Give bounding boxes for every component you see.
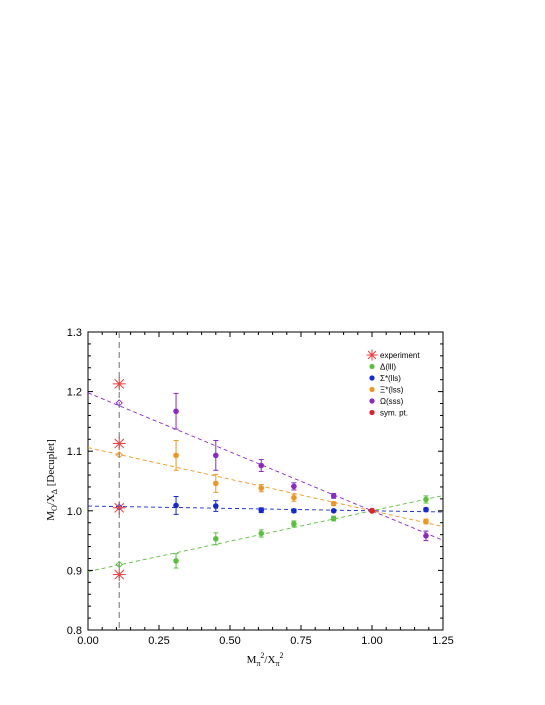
extrapolated-point-omega [115, 399, 123, 407]
legend-label-sym: sym. pt. [380, 409, 408, 418]
legend-label-sigma: Σ*(lls) [380, 374, 401, 383]
legend-marker-omega [369, 398, 375, 404]
experiment-marker [112, 501, 126, 515]
y-tick-label: 1.0 [67, 506, 82, 518]
sym-point [369, 507, 375, 514]
data-point-xi [330, 500, 337, 507]
x-tick-label: 1.25 [432, 635, 453, 647]
fit-line-omega [87, 392, 444, 541]
experiment-marker [112, 377, 126, 391]
data-point-sigma [291, 508, 297, 514]
data-point-delta [258, 530, 265, 537]
y-tick-label: 0.8 [67, 625, 82, 637]
y-tick-label: 0.9 [67, 565, 82, 577]
data-point-sigma [330, 508, 337, 514]
data-point-sigma [213, 503, 219, 509]
data-point-delta [423, 496, 429, 503]
data-point-xi [213, 480, 219, 487]
legend-label-delta: Δ(lll) [380, 363, 396, 372]
x-tick-label: 0.50 [219, 635, 240, 647]
data-point-delta [213, 536, 219, 542]
x-axis-label: Mπ2/Xπ2 [247, 651, 284, 668]
y-axis-label: MO/XΔ [Decuplet] [45, 439, 59, 521]
data-point-sigma [173, 502, 179, 509]
y-tick-label: 1.3 [67, 327, 82, 339]
legend-label-xi: Ξ*(lss) [380, 386, 404, 395]
x-tick-label: 0.25 [148, 635, 169, 647]
data-point-xi [258, 485, 265, 491]
legend: experiment Δ(lll) Σ*(lls) Ξ*(lss) Ω(sss) sym.… [366, 349, 420, 418]
x-tick-label: 0.00 [77, 635, 98, 647]
data-point-xi [173, 452, 179, 459]
data-point-delta [291, 521, 297, 527]
legend-marker-sym [369, 409, 375, 416]
plot-frame [87, 331, 444, 631]
legend-marker-delta [369, 363, 375, 370]
fit-line-sigma [87, 505, 444, 513]
data-point-xi [423, 518, 429, 525]
data-point-xi [291, 494, 297, 501]
extrapolated-point-delta [115, 560, 123, 569]
data-point-sigma [258, 507, 265, 514]
x-tick-label: 1.00 [361, 635, 382, 647]
experiment-marker [112, 568, 126, 582]
data-point-omega [330, 493, 337, 499]
legend-marker-xi [369, 386, 375, 393]
experiment-marker [112, 436, 126, 450]
data-point-omega [258, 462, 265, 469]
data-point-omega [423, 533, 429, 539]
fit-line-xi [87, 447, 444, 528]
legend-label-experiment: experiment [380, 351, 420, 360]
y-tick-label: 1.2 [67, 387, 82, 399]
data-point-omega [291, 483, 297, 490]
legend-label-omega: Ω(sss) [380, 397, 404, 406]
legend-marker-experiment [366, 349, 378, 361]
extrapolated-point-xi [115, 451, 123, 459]
data-point-omega [213, 452, 219, 459]
y-tick-label: 1.1 [67, 446, 82, 458]
data-point-delta [173, 558, 179, 564]
data-point-sigma [423, 506, 429, 513]
x-tick-label: 0.75 [290, 635, 311, 647]
data-point-delta [330, 515, 337, 522]
legend-marker-sigma [369, 375, 375, 381]
fit-line-delta [87, 495, 444, 573]
data-point-omega [173, 408, 179, 415]
